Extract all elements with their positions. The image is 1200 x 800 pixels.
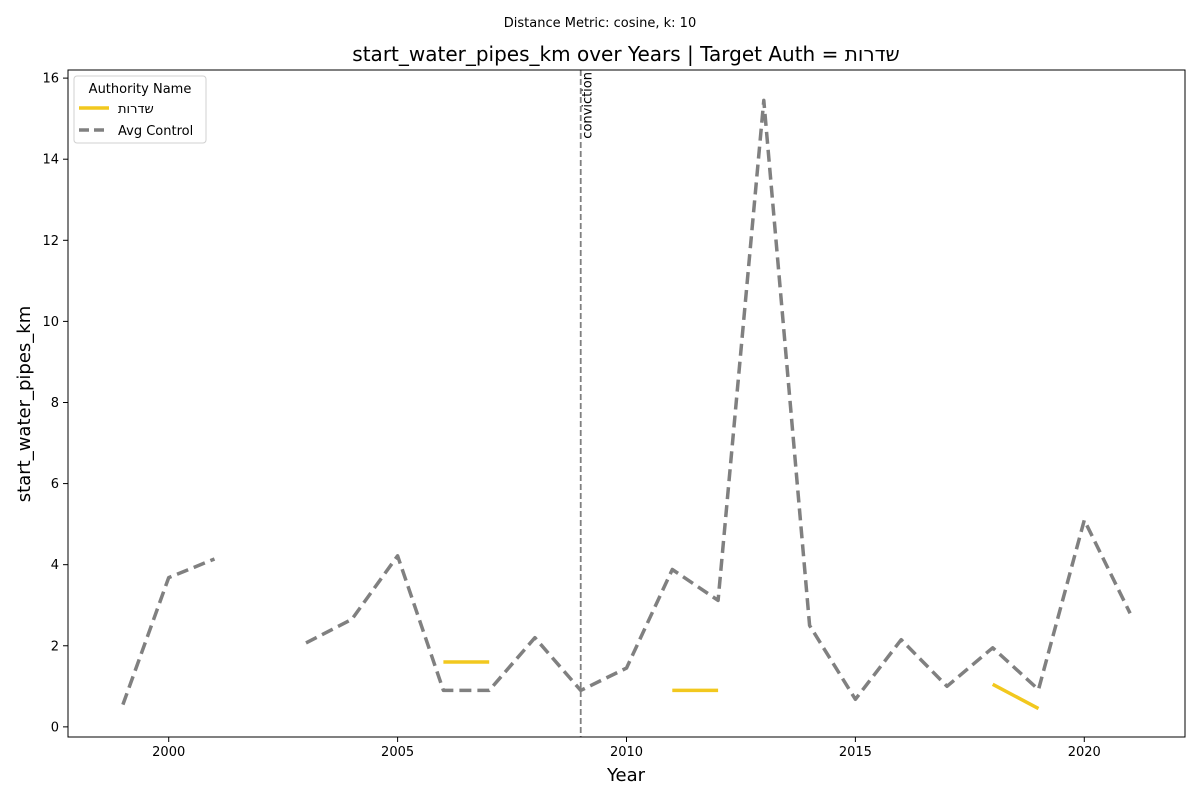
- y-tick-label: 16: [42, 72, 59, 87]
- chart-suptitle: Distance Metric: cosine, k: 10: [504, 16, 696, 31]
- plot-frame: [67, 69, 1186, 738]
- plot-content: conviction: [121, 70, 1132, 737]
- y-tick-label: 8: [51, 396, 59, 411]
- series-avg-control-line-1: [305, 98, 1132, 702]
- legend-title: Authority Name: [89, 82, 192, 97]
- x-tick-label: 2015: [839, 745, 872, 760]
- x-axis: 2000 2005 2010 2015 2020: [152, 737, 1101, 760]
- x-tick-label: 2005: [381, 745, 414, 760]
- legend-box: [73, 75, 207, 144]
- legend-label-avg-control: Avg Control: [118, 124, 193, 139]
- x-tick-label: 2000: [152, 745, 185, 760]
- x-tick-label: 2010: [610, 745, 643, 760]
- y-tick-label: 2: [51, 639, 59, 654]
- y-axis-label: start_water_pipes_km: [14, 306, 35, 502]
- legend: Authority Name שדרות Avg Control: [73, 75, 207, 144]
- y-tick-label: 4: [51, 558, 59, 573]
- series-avg-control-line-0: [121, 557, 216, 706]
- conviction-label: conviction: [581, 72, 596, 139]
- chart-title: start_water_pipes_km over Years | Target…: [352, 42, 899, 66]
- legend-label-shderot: שדרות: [118, 102, 154, 117]
- x-tick-label: 2020: [1068, 745, 1101, 760]
- x-axis-label: Year: [606, 765, 646, 786]
- y-tick-label: 10: [42, 315, 59, 330]
- y-tick-label: 0: [51, 720, 59, 735]
- y-tick-label: 6: [51, 477, 59, 492]
- y-tick-label: 14: [42, 153, 59, 168]
- series-shderot-line-2: [991, 682, 1040, 711]
- y-axis: 0 2 4 6 8 10 12 14 16: [42, 72, 68, 735]
- y-tick-label: 12: [42, 234, 59, 249]
